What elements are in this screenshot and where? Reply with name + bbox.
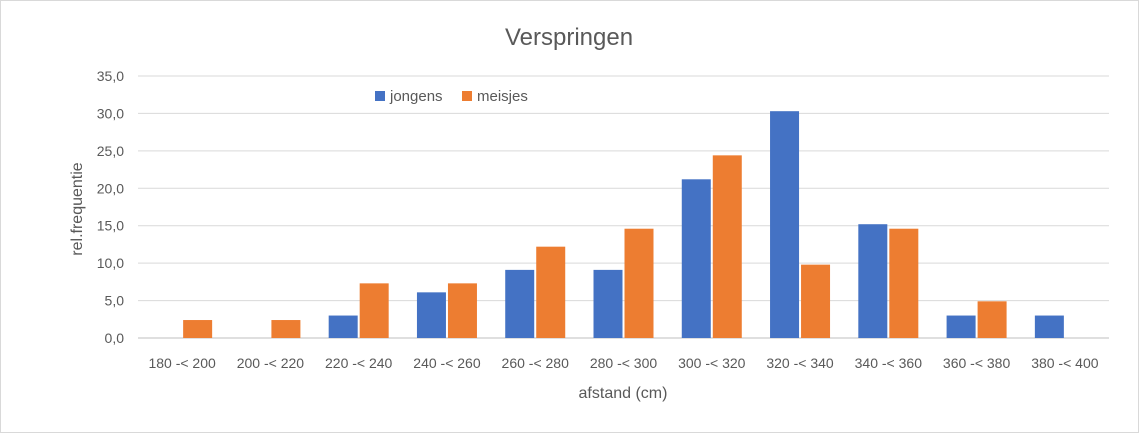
x-tick-label: 340 -< 360 <box>855 355 923 371</box>
x-axis-label: afstand (cm) <box>579 385 668 402</box>
y-axis-label: rel.frequentie <box>69 162 86 255</box>
legend-label-meisjes: meisjes <box>477 88 528 105</box>
y-tick-label: 10,0 <box>97 255 124 271</box>
bar-meisjes <box>359 283 389 338</box>
y-tick-label: 35,0 <box>97 68 124 84</box>
bar-jongens <box>1034 315 1064 338</box>
bar-jongens <box>416 292 446 338</box>
x-tick-label: 360 -< 380 <box>943 355 1011 371</box>
x-tick-label: 300 -< 320 <box>678 355 746 371</box>
bar-jongens <box>505 269 535 338</box>
bar-meisjes <box>712 155 742 338</box>
chart-title: Verspringen <box>505 24 633 51</box>
bar-meisjes <box>977 301 1007 338</box>
bar-jongens <box>328 315 358 338</box>
x-tick-label: 180 -< 200 <box>148 355 216 371</box>
bar-meisjes <box>889 228 919 338</box>
y-tick-label: 15,0 <box>97 218 124 234</box>
bar-meisjes <box>536 246 566 338</box>
y-tick-label: 5,0 <box>105 293 125 309</box>
bar-jongens <box>593 269 623 338</box>
x-tick-label: 280 -< 300 <box>590 355 658 371</box>
legend-swatch-jongens <box>375 91 385 101</box>
bar-meisjes <box>624 228 654 338</box>
x-tick-label: 240 -< 260 <box>413 355 481 371</box>
gridlines <box>138 75 1109 339</box>
y-tick-label: 20,0 <box>97 180 124 196</box>
bar-jongens <box>858 224 888 338</box>
y-tick-label: 30,0 <box>97 105 124 121</box>
bars <box>183 111 1064 338</box>
bar-jongens <box>681 179 711 338</box>
x-axis-ticks: 180 -< 200 200 -< 220 220 -< 240 240 -< 260… <box>148 355 1098 371</box>
bar-meisjes <box>447 283 477 338</box>
y-tick-label: 0,0 <box>105 330 125 346</box>
bar-jongens <box>946 315 976 338</box>
x-tick-label: 220 -< 240 <box>325 355 393 371</box>
bar-jongens <box>770 111 800 338</box>
legend-swatch-meisjes <box>462 91 472 101</box>
legend-label-jongens: jongens <box>389 88 443 105</box>
x-tick-label: 200 -< 220 <box>237 355 305 371</box>
y-tick-label: 25,0 <box>97 143 124 159</box>
x-tick-label: 380 -< 400 <box>1031 355 1099 371</box>
bar-meisjes <box>183 320 213 338</box>
x-tick-label: 320 -< 340 <box>766 355 834 371</box>
bar-meisjes <box>801 264 831 338</box>
bar-meisjes <box>271 320 301 338</box>
x-tick-label: 260 -< 280 <box>502 355 570 371</box>
y-axis-ticks: 0,0 5,0 10,0 15,0 20,0 25,0 30,0 35,0 <box>97 68 124 346</box>
legend: jongens meisjes <box>375 88 528 105</box>
